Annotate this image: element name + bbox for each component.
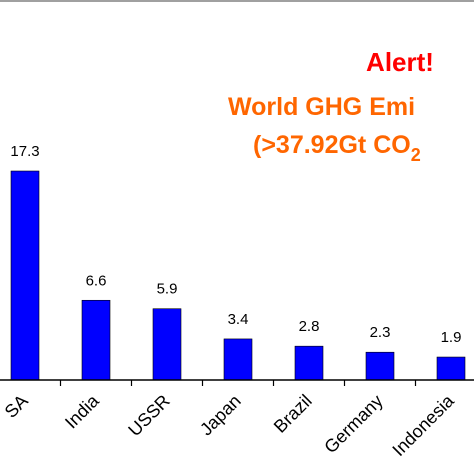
headline-line-2-text: (>37.92Gt CO xyxy=(253,131,411,159)
x-tick-label-japan: Japan xyxy=(196,391,245,440)
bar-usa xyxy=(10,170,40,381)
bar-india xyxy=(81,299,111,381)
bar-japan xyxy=(223,338,253,381)
x-tick-label-brazil: Brazil xyxy=(270,391,316,437)
data-label-ussr: 5.9 xyxy=(157,281,178,298)
data-label-brazil: 2.8 xyxy=(299,318,320,335)
x-tick-label-germany: Germany xyxy=(320,391,386,457)
alert-annotation: Alert! xyxy=(366,47,434,77)
headline-line-1: World GHG Emi xyxy=(228,93,415,121)
x-tick-label-ussr: USSR xyxy=(124,391,174,441)
data-label-indonesia: 1.9 xyxy=(441,329,462,346)
data-label-germany: 2.3 xyxy=(370,324,391,341)
headline-line-2: (>37.92Gt CO2 xyxy=(253,131,421,165)
x-tick-label-usa: SA xyxy=(1,391,32,422)
headline-subscript: 2 xyxy=(411,145,421,165)
chart-plot-area: 17.3 SA 6.6 India 5.9 USSR 3.4 Japan 2.8 Brazil 2.… xyxy=(1,143,466,460)
bar-brazil xyxy=(294,345,324,381)
bar-germany xyxy=(365,351,395,381)
x-tick-label-indonesia: Indonesia xyxy=(388,390,458,460)
bar-indonesia xyxy=(436,356,466,381)
data-label-india: 6.6 xyxy=(86,272,107,289)
x-tick-label-india: India xyxy=(61,390,103,432)
data-label-japan: 3.4 xyxy=(228,311,249,328)
data-label-usa: 17.3 xyxy=(10,143,39,160)
bar-ussr xyxy=(152,308,182,381)
